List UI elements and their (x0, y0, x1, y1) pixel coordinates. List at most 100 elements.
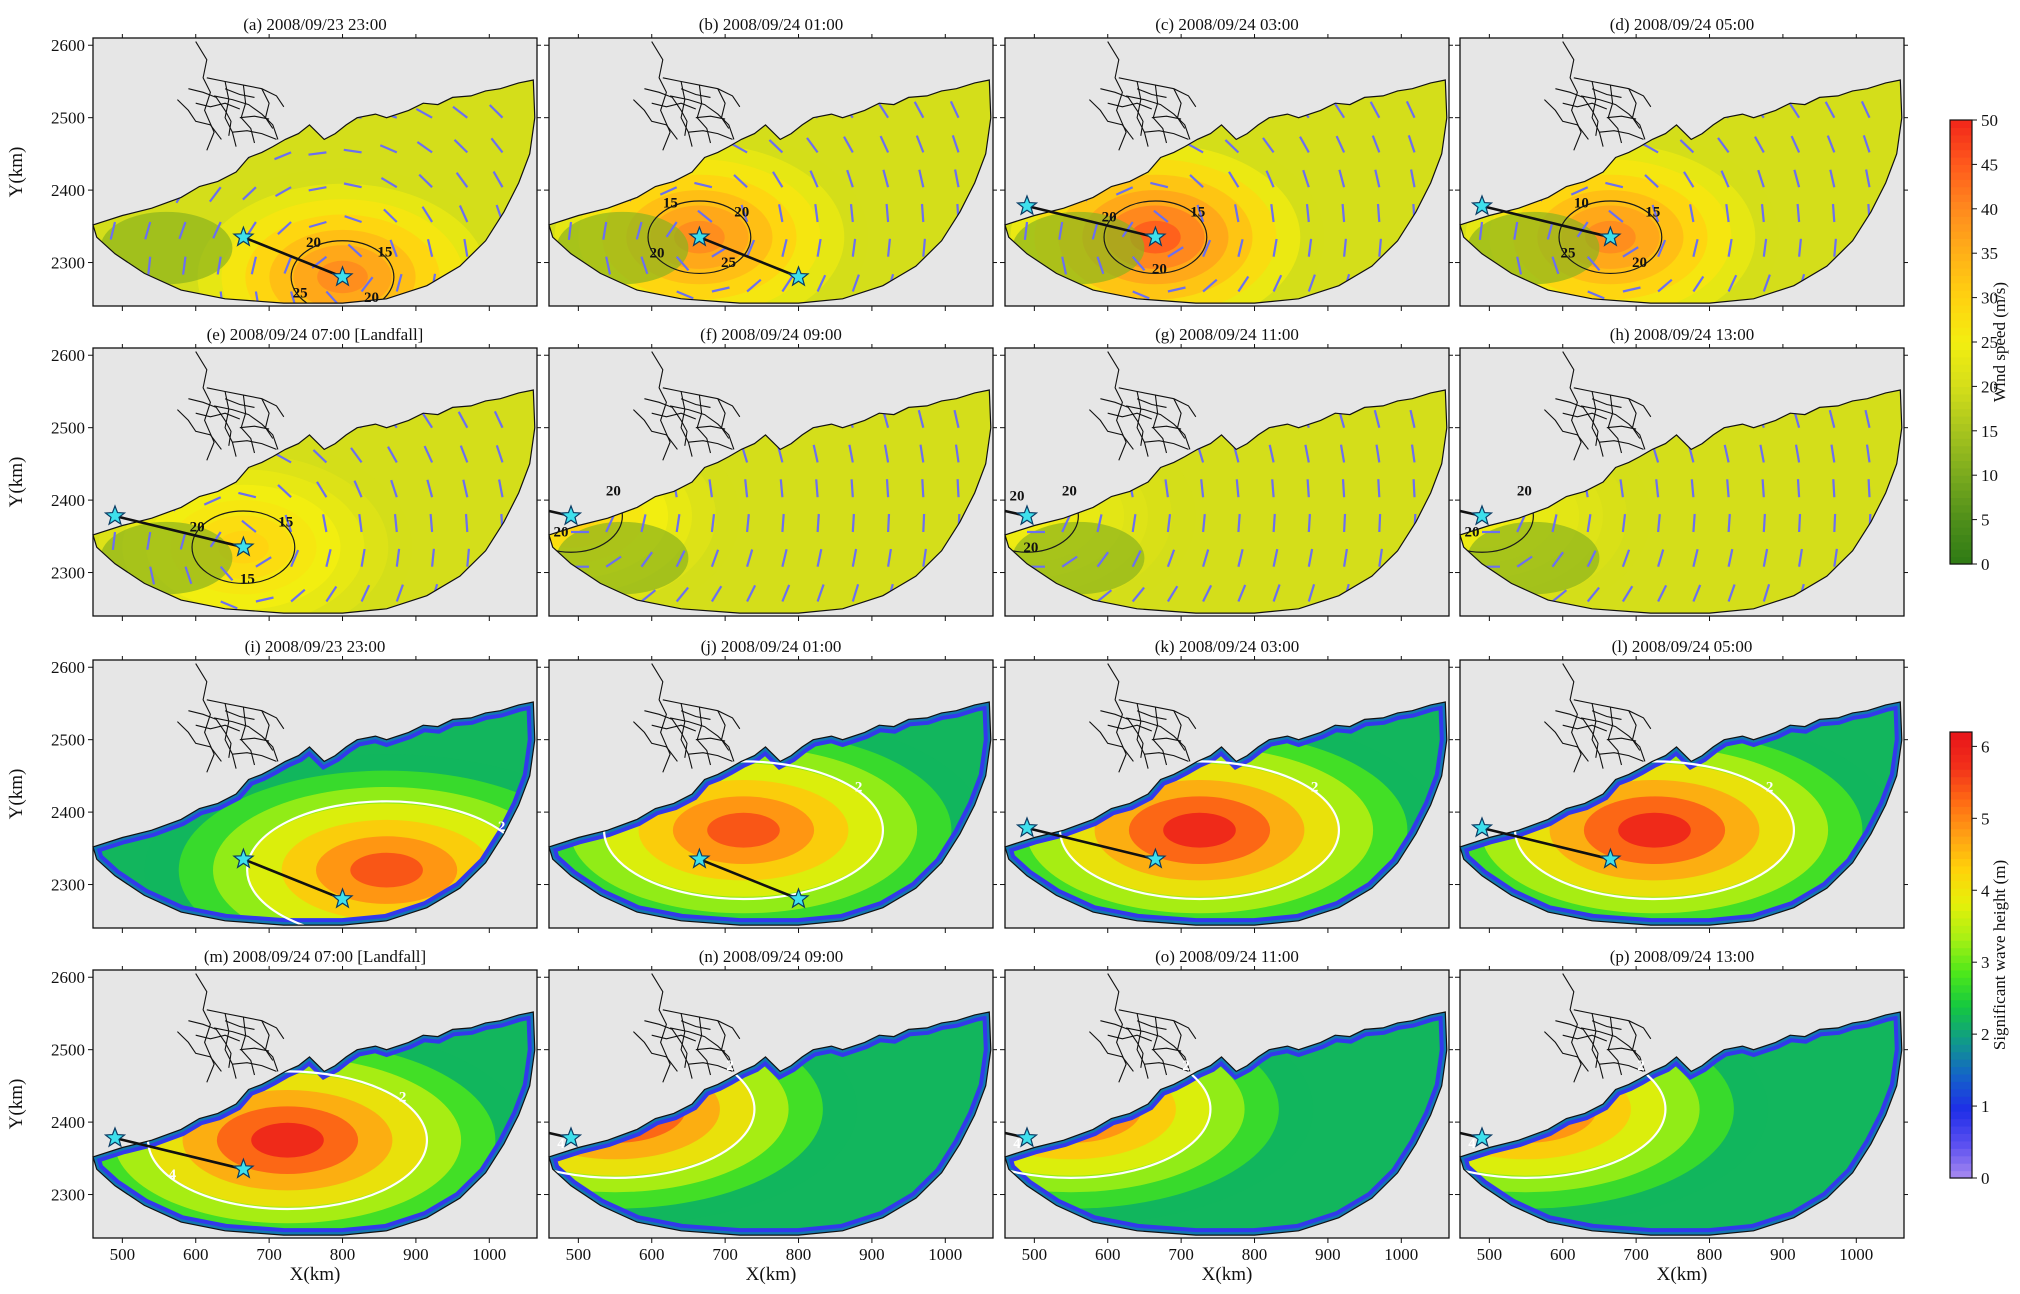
storm-center-star (1470, 194, 1494, 216)
wind-vector (915, 135, 925, 153)
x-tick-label: 1000 (1384, 1245, 1418, 1264)
colorbar-segment (1950, 925, 1972, 934)
contour-label: 20 (1023, 540, 1038, 556)
panel-frame (92, 659, 538, 929)
colorbar-segment (1950, 393, 1972, 402)
colorbar-segment (1950, 1133, 1972, 1142)
wind-vector (1271, 479, 1275, 498)
domain-outline (1459, 1011, 1903, 1236)
colorbar-segment (1950, 955, 1972, 964)
y-axis-label: Y(km) (6, 769, 27, 820)
wind-vector (453, 139, 469, 154)
wind-vector (816, 548, 823, 567)
river-line (195, 973, 215, 1083)
storm-center-star (559, 1126, 583, 1148)
river-line (695, 115, 726, 120)
wind-vector (238, 491, 257, 499)
wind-vector (567, 221, 573, 241)
panel: 15 20 25 20 (a) 2008/09/23 23:00 2300 2400 2500… (6, 15, 541, 311)
colorbar-segment (1950, 739, 1972, 748)
wind-vector (1798, 238, 1802, 257)
wind-vector (1186, 142, 1204, 154)
wind-vector (851, 513, 855, 533)
wind-vector (466, 548, 470, 567)
y-tick-label: 2500 (51, 731, 85, 750)
contour-label: 2 (1182, 1058, 1190, 1074)
colorbar-segment (1950, 260, 1972, 269)
wind-vector (290, 549, 300, 568)
panel: 20 20 20 (g) 2008/09/24 11:00 (1000, 325, 1453, 621)
river-line (1118, 387, 1197, 418)
wind-vector (1829, 169, 1836, 188)
wind-vector (1343, 548, 1348, 567)
wind-vector (850, 479, 854, 498)
wind-vector (1759, 444, 1765, 463)
wind-vector (490, 137, 504, 154)
wind-vector (675, 586, 689, 603)
wind-vector (659, 186, 678, 196)
wind-vector (395, 273, 403, 292)
wind-vector (1651, 204, 1660, 223)
river-line (1151, 115, 1182, 120)
wind-vector (781, 238, 788, 257)
colorbar-segment (1950, 327, 1972, 336)
panel-frame (548, 37, 994, 307)
wind-vector (816, 513, 820, 533)
colorbar-segment (1950, 932, 1972, 941)
domain-outline (92, 1011, 536, 1236)
wind-vector (421, 206, 434, 223)
river-line (695, 1047, 726, 1052)
storm-track (242, 235, 343, 279)
wind-vector (464, 513, 469, 533)
river-line (688, 1062, 733, 1072)
storm-center-star (232, 225, 255, 247)
colorbar-segment (1950, 541, 1972, 550)
wind-vector (675, 550, 686, 568)
wind-vector (816, 584, 825, 602)
wind-vector (1689, 204, 1695, 223)
colorbar-segment (1950, 1096, 1972, 1105)
panel: 15 10 25 20 (d) 2008/09/24 05:00 (1455, 15, 1908, 311)
wind-vector (457, 411, 469, 429)
wind-vector (418, 173, 433, 188)
river-line (1118, 1009, 1197, 1040)
river-line (669, 95, 735, 140)
contour-label: 2 (399, 1089, 407, 1105)
river-line (1562, 663, 1582, 773)
wind-vector (1586, 255, 1601, 272)
river-line (651, 351, 671, 461)
river-line (261, 1020, 274, 1061)
wind-vector (710, 513, 716, 533)
river-line (1125, 1027, 1191, 1072)
river-line (1125, 717, 1191, 762)
river-line (680, 703, 693, 769)
colorbar-segment (1950, 1170, 1972, 1179)
field-contour-fill (1163, 812, 1236, 848)
wind-vector (426, 479, 434, 498)
y-tick-label: 2400 (51, 181, 85, 200)
wind-vector (1409, 409, 1416, 428)
panel: 2 (l) 2008/09/24 05:00 (1455, 637, 1908, 933)
y-axis-label: Y(km) (6, 147, 27, 198)
wind-vector (676, 290, 694, 300)
colorbar-segment (1950, 268, 1972, 276)
wind-vector (1551, 514, 1558, 533)
wind-vector (290, 291, 298, 304)
panel-title: (n) 2008/09/24 09:00 (699, 947, 844, 966)
wind-vector (455, 172, 469, 188)
panel-title: (o) 2008/09/24 11:00 (1155, 947, 1299, 966)
colorbar-segment (1950, 423, 1972, 432)
wind-vector (1307, 274, 1316, 292)
wind-vector (1788, 101, 1801, 119)
domain-outline (92, 701, 536, 926)
panel-frame (1004, 347, 1450, 617)
colorbar-segment (1950, 761, 1972, 770)
colorbar-segment (1950, 910, 1972, 919)
wind-vector (1341, 479, 1346, 498)
wind-vector (1720, 170, 1730, 188)
wind-vector (1096, 589, 1113, 603)
colorbar-segment (1950, 149, 1972, 158)
panel-title: (m) 2008/09/24 07:00 [Landfall] (204, 947, 426, 966)
wind-vector (778, 204, 784, 223)
wind-vector (1831, 203, 1836, 223)
